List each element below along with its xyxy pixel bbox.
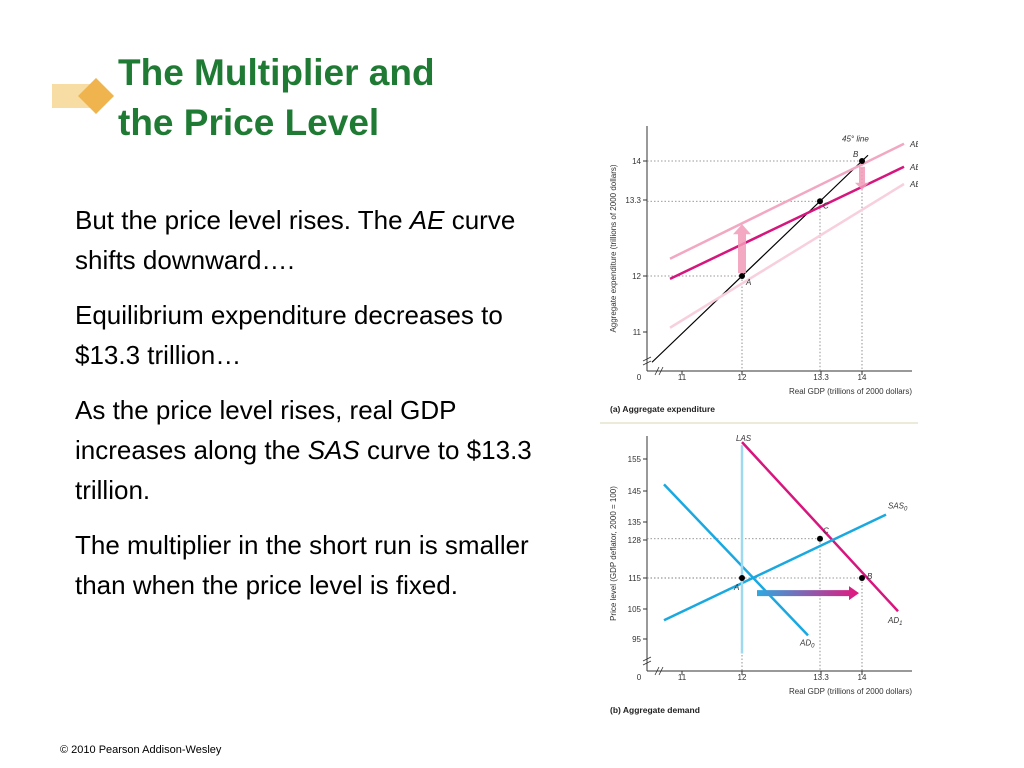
y-tick-label: 11 [633, 328, 642, 337]
y-tick-label: 128 [628, 536, 642, 545]
series-label: AD1 [887, 616, 902, 627]
x-tick-label: 13.3 [813, 673, 829, 682]
series-label: LAS [736, 434, 752, 443]
copyright-notice: © 2010 Pearson Addison-Wesley [60, 744, 222, 756]
title-line-2: the Price Level [118, 102, 380, 143]
series-label: AD0 [799, 638, 815, 649]
x-axis-label: Real GDP (trillions of 2000 dollars) [789, 687, 912, 696]
x-axis-break [654, 366, 664, 376]
y-axis-break [642, 356, 652, 366]
y-axis-label: Aggregate expenditure (trillions of 2000… [609, 164, 618, 332]
title-line-1: The Multiplier and [118, 52, 435, 93]
x-tick-label: 12 [738, 373, 747, 382]
bullet-text: Equilibrium expenditure decreases to $13… [75, 300, 503, 370]
series-line-ad0 [663, 483, 809, 637]
point-b [859, 158, 865, 164]
panel-caption: (a) Aggregate expenditure [610, 404, 715, 414]
y-tick-label: 155 [628, 455, 642, 464]
point-c [817, 535, 823, 542]
bullet-text: SAS [307, 435, 360, 465]
series-line-sas0 [663, 513, 887, 622]
bullet-text: As the price level rises, real GDP incre… [75, 395, 456, 465]
y-axis-label: Price level (GDP deflator, 2000 = 100) [609, 486, 618, 621]
y-tick-label: 13.3 [625, 196, 641, 205]
x-axis-break [654, 666, 664, 676]
point-a [739, 273, 745, 279]
x-tick-label: 12 [738, 673, 747, 682]
x-tick-label: 0 [637, 673, 642, 682]
bullet-3: As the price level rises, real GDP incre… [75, 390, 555, 510]
bullet-text: curve shifts downward…. [75, 205, 516, 275]
series-label: AE2 [909, 163, 918, 174]
shift-arrow-down [855, 166, 869, 190]
bullet-text: curve to $13.3 trillion. [75, 435, 532, 505]
panel-caption: (b) Aggregate demand [610, 705, 700, 715]
y-tick-label: 115 [628, 574, 641, 583]
bullet-text: But the price level rises. The [75, 205, 410, 235]
series-label: AE1 [909, 140, 918, 151]
point-label-a: A [745, 278, 751, 287]
bullet-4: The multiplier in the short run is small… [75, 525, 555, 605]
x-tick-label: 0 [637, 373, 642, 382]
series-label: 45° line [842, 134, 869, 143]
point-label-b: B [867, 572, 873, 581]
x-tick-label: 13.3 [813, 373, 829, 382]
point-label-c: C [823, 527, 829, 536]
multiplier-chart: 0 11 12 13.3 14 11 12 13.3 14 Real GDP (trillions… [600, 126, 918, 715]
x-tick-label: 11 [678, 673, 687, 682]
y-axis-break [642, 656, 652, 666]
y-tick-label: 105 [628, 605, 642, 614]
series-line-ad1 [741, 441, 899, 613]
shift-arrow-up [733, 224, 751, 274]
slide-title: The Multiplier and the Price Level [118, 48, 435, 148]
point-label-a: A [733, 583, 739, 592]
series-line-45line [651, 154, 869, 363]
y-tick-label: 14 [632, 157, 641, 166]
y-tick-label: 95 [632, 635, 641, 644]
orange-diamond-arrow-icon [52, 78, 114, 114]
y-tick-label: 12 [632, 272, 641, 281]
point-c [817, 198, 823, 205]
series-line-ae0 [669, 182, 905, 329]
series-line-ae2 [669, 165, 905, 281]
y-tick-label: 145 [628, 487, 642, 496]
series-line-ae1 [669, 142, 905, 260]
bullet-text: The multiplier in the short run is small… [75, 530, 529, 600]
series-label: AE0 [909, 180, 918, 191]
bullet-text: AE [409, 205, 445, 235]
x-tick-label: 14 [858, 373, 867, 382]
series-label: SAS0 [888, 502, 908, 513]
bullet-1: But the price level rises. The AE curve … [75, 200, 555, 280]
point-a [739, 575, 745, 581]
bullet-2: Equilibrium expenditure decreases to $13… [75, 295, 555, 375]
x-tick-label: 14 [858, 673, 867, 682]
y-tick-label: 135 [628, 518, 642, 527]
bullet-list: But the price level rises. The AE curve … [75, 200, 555, 620]
x-tick-label: 11 [678, 373, 687, 382]
point-label-b: B [853, 150, 859, 159]
point-b [859, 575, 865, 581]
x-axis-label: Real GDP (trillions of 2000 dollars) [789, 387, 912, 396]
ad-shift-arrow [757, 586, 859, 601]
point-label-c: C [823, 201, 829, 210]
